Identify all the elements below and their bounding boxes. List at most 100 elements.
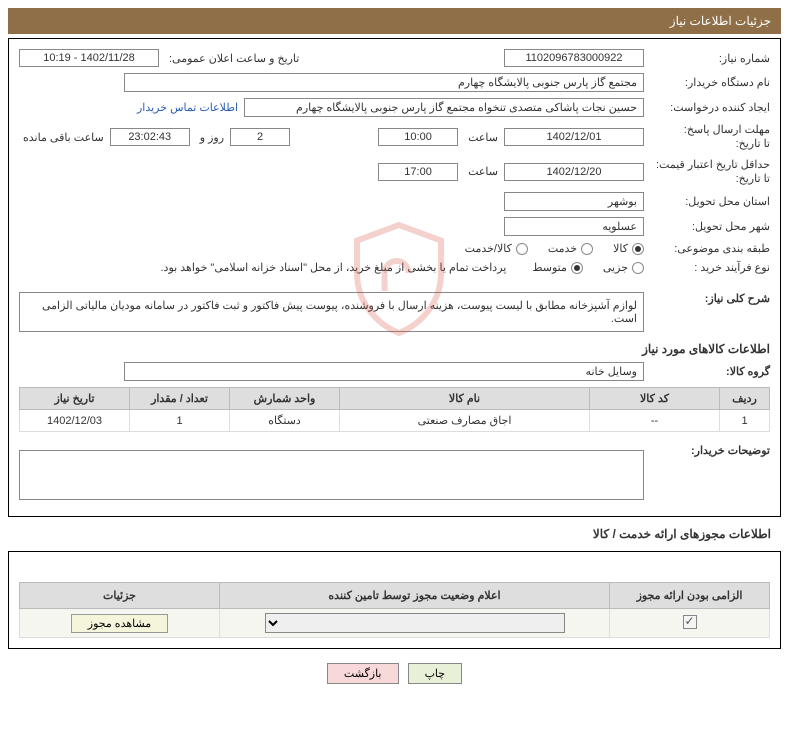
goods-table: ردیف کد کالا نام کالا واحد شمارش تعداد /… [19, 387, 770, 432]
buyer-notes-label: توضیحات خریدار: [650, 444, 770, 457]
table-cell: 1402/12/03 [20, 410, 130, 432]
radio-dot-icon [516, 243, 528, 255]
radio-medium[interactable]: متوسط [532, 261, 583, 274]
time-label-2: ساعت [464, 165, 498, 178]
deadline-label-2: تا تاریخ: [650, 137, 770, 151]
row-purchase-type: نوع فرآیند خرید : جزیی متوسط پرداخت تمام… [19, 261, 770, 274]
group-value: وسایل خانه [124, 362, 644, 381]
goods-section-title: اطلاعات کالاهای مورد نیاز [19, 342, 770, 356]
row-need-no: شماره نیاز: 1102096783000922 تاریخ و ساع… [19, 49, 770, 67]
radio-service-label: خدمت [548, 242, 577, 255]
license-details-cell: مشاهده مجوز [20, 609, 220, 638]
city-value: عسلویه [504, 217, 644, 236]
th-need-date: تاریخ نیاز [20, 388, 130, 410]
validity-label: حداقل تاریخ اعتبار قیمت: تا تاریخ: [650, 158, 770, 187]
deadline-time: 10:00 [378, 128, 458, 146]
category-label: طبقه بندی موضوعی: [650, 242, 770, 255]
back-button[interactable]: بازگشت [327, 663, 399, 684]
province-label: استان محل تحویل: [650, 195, 770, 208]
table-cell: اجاق مصارف صنعتی [340, 410, 590, 432]
license-section-label: اطلاعات مجوزهای ارائه خدمت / کالا [8, 521, 781, 547]
radio-dot-icon [581, 243, 593, 255]
row-city: شهر محل تحویل: عسلویه [19, 217, 770, 236]
radio-goods-service[interactable]: کالا/خدمت [465, 242, 528, 255]
time-label-1: ساعت [464, 131, 498, 144]
license-header-row: الزامی بودن ارائه مجوز اعلام وضعیت مجوز … [20, 583, 770, 609]
requester-label: ایجاد کننده درخواست: [650, 101, 770, 114]
days-and-label: روز و [196, 131, 224, 144]
contact-link[interactable]: اطلاعات تماس خریدار [137, 101, 238, 114]
purchase-type-radio-group: جزیی متوسط [532, 261, 644, 274]
goods-table-header-row: ردیف کد کالا نام کالا واحد شمارش تعداد /… [20, 388, 770, 410]
purchase-type-label: نوع فرآیند خرید : [650, 261, 770, 274]
row-province: استان محل تحویل: بوشهر [19, 192, 770, 211]
row-deadline: مهلت ارسال پاسخ: تا تاریخ: 1402/12/01 سا… [19, 123, 770, 152]
province-value: بوشهر [504, 192, 644, 211]
buyer-org-label: نام دستگاه خریدار: [650, 76, 770, 89]
row-general-desc: شرح کلی نیاز: لوازم آشپزخانه مطابق با لی… [19, 292, 770, 332]
main-panel: شماره نیاز: 1102096783000922 تاریخ و ساع… [8, 38, 781, 517]
need-no-label: شماره نیاز: [650, 52, 770, 65]
radio-goods-label: کالا [613, 242, 628, 255]
validity-label-1: حداقل تاریخ اعتبار قیمت: [650, 158, 770, 172]
deadline-label: مهلت ارسال پاسخ: تا تاریخ: [650, 123, 770, 152]
panel-title: جزئیات اطلاعات نیاز [670, 14, 771, 28]
group-label: گروه کالا: [650, 365, 770, 378]
table-cell: -- [590, 410, 720, 432]
table-cell: دستگاه [230, 410, 340, 432]
general-desc-value: لوازم آشپزخانه مطابق با لیست پیوست، هزین… [19, 292, 644, 332]
row-requester: ایجاد کننده درخواست: حسین نجات پاشاکی مت… [19, 98, 770, 117]
row-category: طبقه بندی موضوعی: کالا خدمت کالا/خدمت [19, 242, 770, 255]
table-cell: 1 [130, 410, 230, 432]
th-name: نام کالا [340, 388, 590, 410]
row-buyer-org: نام دستگاه خریدار: مجتمع گاز پارس جنوبی … [19, 73, 770, 92]
row-group: گروه کالا: وسایل خانه [19, 362, 770, 381]
radio-service[interactable]: خدمت [548, 242, 593, 255]
th-details: جزئیات [20, 583, 220, 609]
deadline-label-1: مهلت ارسال پاسخ: [650, 123, 770, 137]
radio-dot-icon [571, 262, 583, 274]
category-radio-group: کالا خدمت کالا/خدمت [465, 242, 644, 255]
status-select[interactable] [265, 613, 565, 633]
table-row: 1--اجاق مصارف صنعتیدستگاه11402/12/03 [20, 410, 770, 432]
deadline-date: 1402/12/01 [504, 128, 644, 146]
license-status-cell [220, 609, 610, 638]
city-label: شهر محل تحویل: [650, 220, 770, 233]
row-buyer-notes: توضیحات خریدار: [19, 444, 770, 500]
remaining-label: ساعت باقی مانده [19, 131, 104, 144]
radio-small-label: جزیی [603, 261, 628, 274]
radio-goods[interactable]: کالا [613, 242, 644, 255]
radio-small[interactable]: جزیی [603, 261, 644, 274]
countdown: 23:02:43 [110, 128, 190, 146]
general-desc-label: شرح کلی نیاز: [650, 292, 770, 305]
validity-label-2: تا تاریخ: [650, 172, 770, 186]
mandatory-checkbox[interactable] [683, 615, 697, 629]
validity-date: 1402/12/20 [504, 163, 644, 181]
radio-medium-label: متوسط [532, 261, 567, 274]
th-mandatory: الزامی بودن ارائه مجوز [610, 583, 770, 609]
requester-value: حسین نجات پاشاکی متصدی تنخواه مجتمع گاز … [244, 98, 644, 117]
radio-goods-service-label: کالا/خدمت [465, 242, 512, 255]
view-license-button[interactable]: مشاهده مجوز [71, 614, 168, 633]
buyer-notes-box [19, 450, 644, 500]
radio-dot-icon [632, 243, 644, 255]
need-no-value: 1102096783000922 [504, 49, 644, 67]
license-table: الزامی بودن ارائه مجوز اعلام وضعیت مجوز … [19, 582, 770, 638]
print-button[interactable]: چاپ [408, 663, 463, 684]
license-row: مشاهده مجوز [20, 609, 770, 638]
th-row: ردیف [720, 388, 770, 410]
th-qty: تعداد / مقدار [130, 388, 230, 410]
license-panel: الزامی بودن ارائه مجوز اعلام وضعیت مجوز … [8, 551, 781, 649]
panel-header: جزئیات اطلاعات نیاز [8, 8, 781, 34]
ann-date-label: تاریخ و ساعت اعلان عمومی: [165, 52, 299, 65]
ann-date-value: 1402/11/28 - 10:19 [19, 49, 159, 67]
th-code: کد کالا [590, 388, 720, 410]
purchase-note: پرداخت تمام یا بخشی از مبلغ خرید، از محل… [157, 261, 507, 274]
th-status: اعلام وضعیت مجوز توسط تامین کننده [220, 583, 610, 609]
license-mandatory-cell [610, 609, 770, 638]
validity-time: 17:00 [378, 163, 458, 181]
radio-dot-icon [632, 262, 644, 274]
days-count: 2 [230, 128, 290, 146]
th-unit: واحد شمارش [230, 388, 340, 410]
footer-buttons: چاپ بازگشت [0, 653, 789, 698]
